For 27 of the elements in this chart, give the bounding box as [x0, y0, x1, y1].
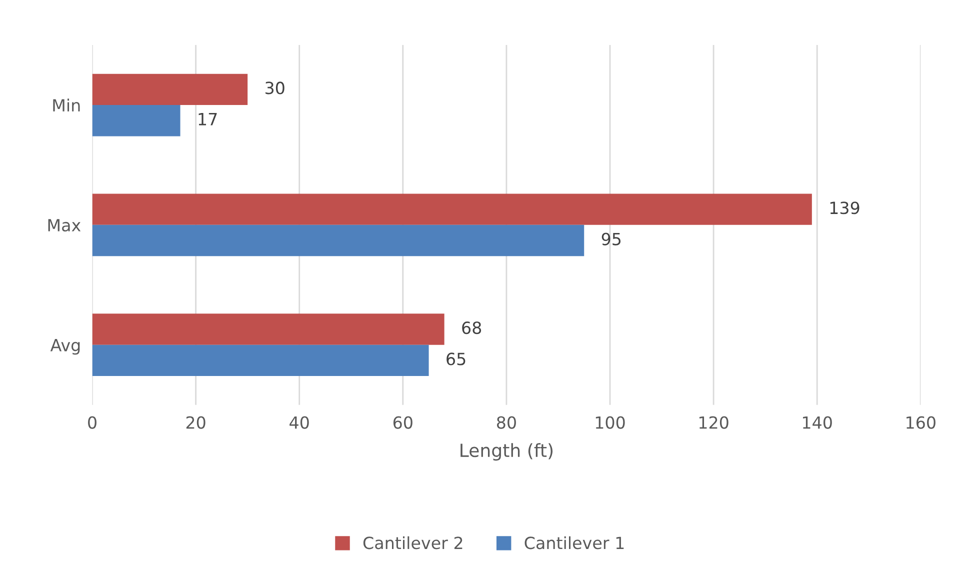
bar: [92, 344, 429, 376]
x-tick-label: 40: [290, 416, 309, 429]
y-tick-label: Avg: [50, 339, 80, 355]
x-tick-label: 120: [699, 416, 728, 429]
data-label: 95: [602, 232, 621, 246]
bar: [92, 74, 248, 106]
x-tick-label: 100: [596, 416, 625, 429]
data-label: 65: [446, 352, 466, 366]
bar: [92, 194, 812, 225]
x-tick-label: 80: [496, 416, 516, 429]
data-label: 139: [830, 202, 860, 214]
data-label: 68: [462, 321, 482, 334]
x-tick-label: 0: [88, 416, 96, 429]
x-tick-label: 20: [186, 416, 206, 429]
data-label: 17: [198, 113, 217, 126]
y-tick-label: Min: [53, 98, 80, 112]
x-tick-label: 160: [906, 416, 936, 429]
y-tick-label: Max: [48, 219, 81, 232]
data-label: 30: [266, 82, 284, 94]
bar: [92, 314, 444, 345]
bar: [92, 105, 180, 136]
x-axis-title: Length (ft): [460, 443, 553, 461]
legend-label: Cantilever 2: [363, 536, 462, 550]
x-tick-label: 60: [393, 416, 412, 429]
x-tick-label: 140: [803, 416, 832, 429]
legend-label: Cantilever 1: [524, 536, 624, 550]
bar: [92, 224, 584, 256]
